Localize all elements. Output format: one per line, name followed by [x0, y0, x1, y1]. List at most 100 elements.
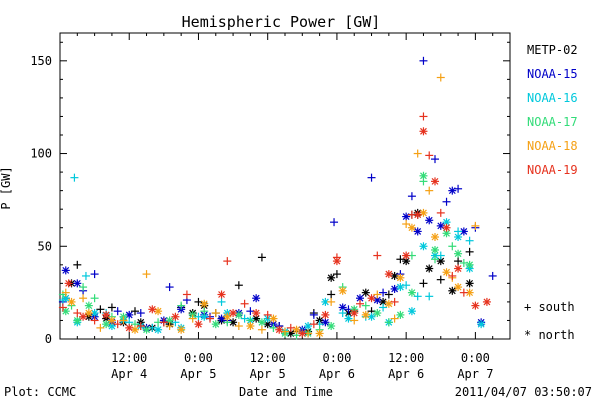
south-point: [413, 292, 422, 301]
north-point: [431, 233, 439, 241]
north-point: [79, 312, 88, 321]
north-point: [61, 266, 70, 275]
south-point: [330, 218, 339, 227]
north-point: [84, 301, 93, 310]
south-point: [240, 314, 249, 323]
south-point: [402, 220, 411, 229]
legend: METP-02 NOAA-15 NOAA-16 NOAA-17 NOAA-18 NOAA-…: [527, 43, 578, 177]
north-point: [211, 320, 220, 329]
south-point: [269, 323, 278, 332]
south-point: [384, 318, 393, 327]
south-point: [286, 323, 295, 332]
north-point: [148, 305, 157, 314]
north-point: [407, 223, 416, 232]
south-point: [73, 309, 82, 318]
north-point: [367, 312, 376, 321]
north-point: [413, 227, 422, 236]
marker-legend: + south * north: [524, 300, 575, 342]
north-point: [269, 314, 278, 323]
north-point: [73, 316, 82, 325]
south-point: [425, 186, 434, 195]
south-point: [465, 247, 474, 256]
north-point: [448, 286, 457, 295]
north-point: [407, 288, 416, 297]
south-point: [281, 327, 289, 336]
x-tick-date-label: Apr 4: [111, 367, 147, 381]
south-point: [309, 320, 318, 329]
north-point: [125, 323, 134, 332]
north-point: [448, 186, 457, 195]
south-point: [96, 323, 105, 332]
north-point: [442, 218, 451, 227]
south-point: [356, 299, 364, 308]
x-tick-date-label: Apr 6: [388, 367, 424, 381]
north-point: [442, 268, 451, 277]
legend-entry: METP-02: [527, 43, 578, 57]
north-point: [373, 309, 382, 318]
north-point: [390, 284, 399, 293]
south-point: [188, 314, 197, 323]
south-point: [373, 290, 382, 299]
south-point: [165, 283, 174, 292]
x-tick-time-label: 0:00: [461, 351, 490, 365]
x-tick-date-label: Apr 7: [457, 367, 493, 381]
north-point: [442, 223, 451, 232]
south-point: [113, 307, 122, 316]
south-point: [379, 288, 388, 297]
north-point: [477, 320, 486, 329]
north-point: [67, 297, 76, 306]
north-point: [396, 310, 405, 319]
south-point: [165, 322, 174, 331]
south-point: [96, 305, 105, 314]
north-point: [390, 271, 399, 280]
south-point: [459, 258, 468, 267]
south-point: [142, 270, 151, 279]
south-point: [234, 322, 243, 331]
south-point: [79, 283, 88, 292]
south-point: [223, 257, 232, 266]
south-point: [459, 288, 468, 297]
north-point: [454, 264, 463, 273]
south-point: [177, 301, 186, 310]
south-point: [448, 242, 457, 251]
south-point: [257, 325, 266, 334]
south-point: [309, 310, 318, 319]
north-point: [252, 294, 261, 303]
south-point: [413, 149, 422, 158]
south-point: [90, 294, 99, 303]
north-point: [73, 279, 82, 288]
south-point: [431, 255, 439, 264]
south-point: [436, 208, 445, 217]
south-point: [390, 314, 399, 323]
south-point: [194, 297, 203, 306]
south-point: [454, 184, 463, 193]
south-point: [246, 307, 255, 316]
marker-legend-entry: * north: [524, 328, 575, 342]
south-point: [390, 297, 399, 306]
north-point: [200, 299, 209, 308]
north-point: [425, 216, 434, 225]
legend-entry: NOAA-19: [527, 163, 578, 177]
south-point: [81, 271, 90, 280]
north-point: [402, 251, 411, 260]
south-point: [113, 320, 122, 329]
y-tick-label: 0: [45, 332, 52, 346]
north-point: [402, 257, 411, 266]
south-point: [90, 316, 99, 325]
north-point: [107, 316, 116, 325]
south-point: [361, 301, 370, 310]
plot-frame: [59, 32, 511, 340]
north-point: [471, 301, 480, 310]
north-point: [454, 233, 463, 241]
north-point: [361, 310, 370, 319]
south-point: [182, 290, 191, 299]
north-point: [194, 320, 203, 329]
south-point: [338, 309, 347, 318]
south-point: [454, 257, 463, 266]
footer-plot-source: Plot: CCMC: [4, 385, 76, 399]
south-point: [257, 253, 266, 262]
north-point: [292, 325, 301, 334]
y-axis-label: P [GW]: [0, 166, 13, 209]
x-tick-time-label: 12:00: [388, 351, 424, 365]
north-point: [332, 257, 341, 266]
